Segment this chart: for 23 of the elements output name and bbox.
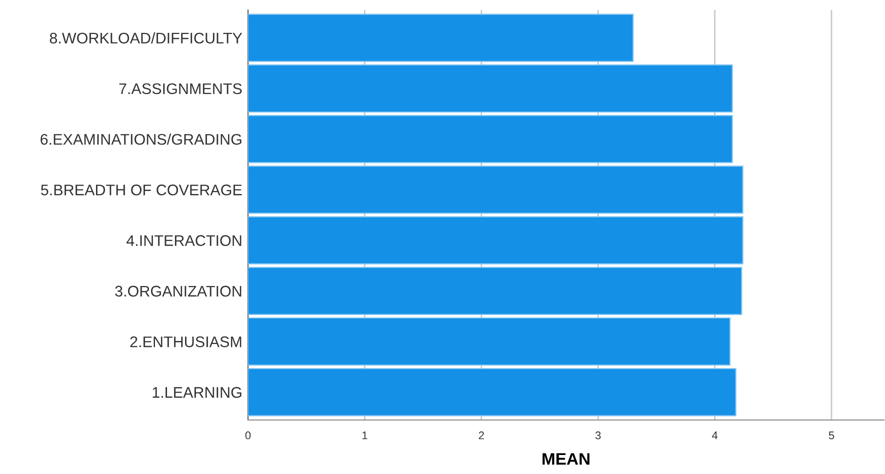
bar <box>248 114 733 164</box>
x-tick-label: 4 <box>712 432 718 440</box>
y-tick-label: 2.ENTHUSIASM <box>130 336 242 348</box>
y-tick-label: 8.WORKLOAD/DIFFICULTY <box>50 32 242 44</box>
bar <box>248 368 736 416</box>
x-tick-label: 3 <box>595 431 601 440</box>
y-tick-label: 6.EXAMINATIONS/GRADING <box>40 134 242 145</box>
bar <box>248 14 634 62</box>
x-tick-label: 0 <box>245 431 251 440</box>
y-tick-label: 7.ASSIGNMENTS <box>119 83 242 94</box>
x-axis-title: MEAN <box>542 453 590 465</box>
bar <box>248 64 733 113</box>
x-tick-label: 5 <box>828 432 834 440</box>
x-tick-label: 1 <box>362 432 368 440</box>
bar <box>248 216 744 264</box>
bar <box>248 317 731 366</box>
y-tick-label: 1.LEARNING <box>152 387 242 398</box>
x-tick-label: 2 <box>478 431 484 440</box>
bar <box>248 266 742 316</box>
y-tick-label: 5.BREADTH OF COVERAGE <box>41 184 242 196</box>
bar <box>248 166 744 214</box>
y-tick-label: 4.INTERACTION <box>126 235 242 246</box>
y-tick-label: 3.ORGANIZATION <box>115 286 242 297</box>
